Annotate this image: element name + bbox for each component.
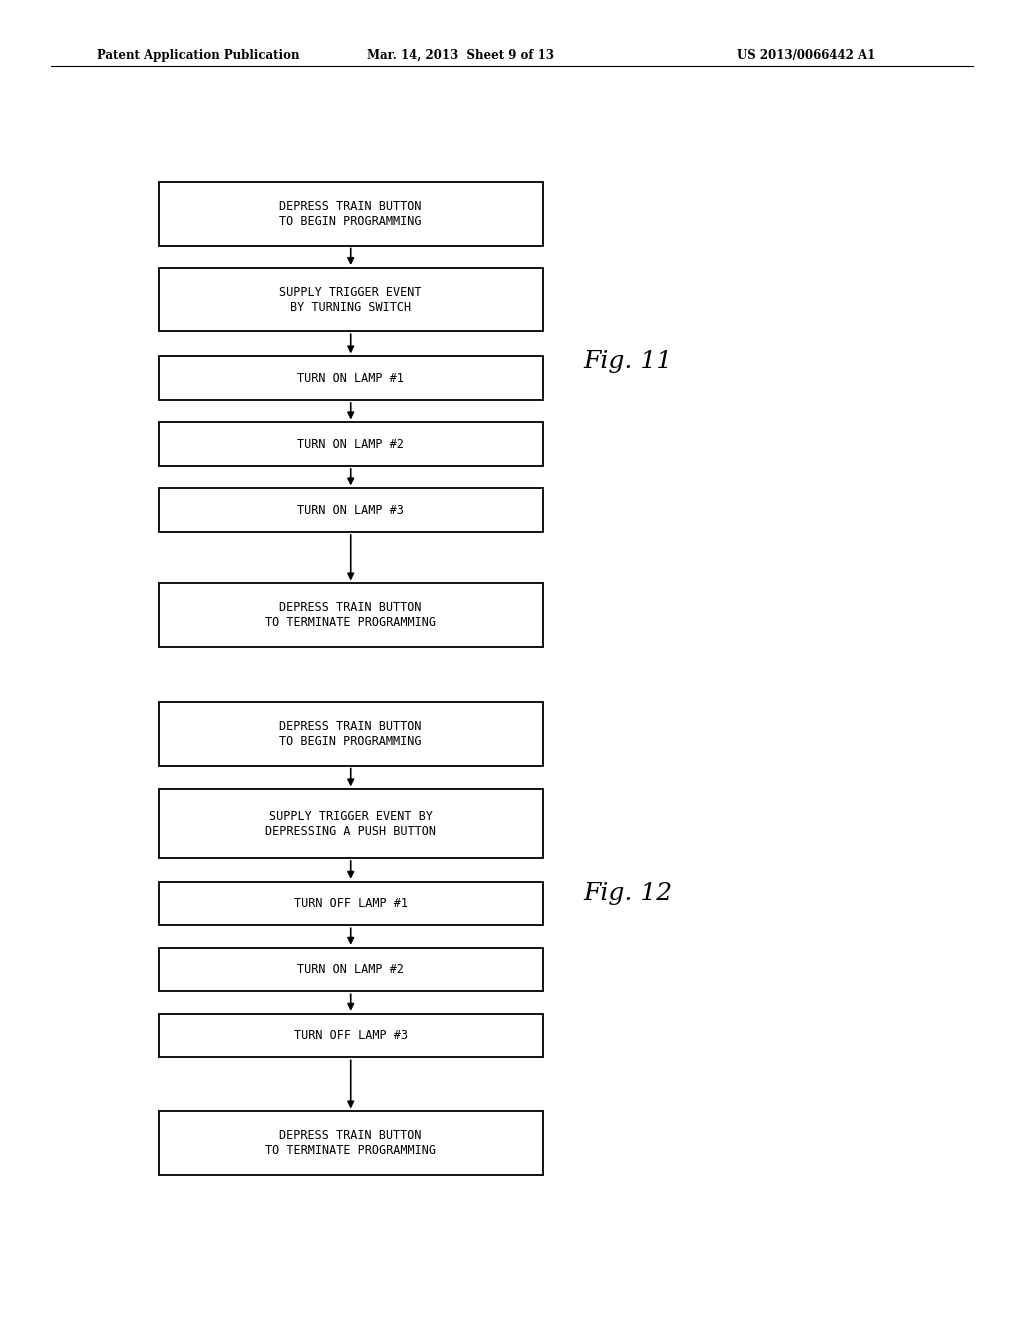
FancyBboxPatch shape <box>159 356 543 400</box>
Text: SUPPLY TRIGGER EVENT BY
DEPRESSING A PUSH BUTTON: SUPPLY TRIGGER EVENT BY DEPRESSING A PUS… <box>265 809 436 838</box>
Text: DEPRESS TRAIN BUTTON
TO BEGIN PROGRAMMING: DEPRESS TRAIN BUTTON TO BEGIN PROGRAMMIN… <box>280 719 422 748</box>
Text: TURN OFF LAMP #3: TURN OFF LAMP #3 <box>294 1030 408 1041</box>
FancyBboxPatch shape <box>159 948 543 991</box>
Text: Mar. 14, 2013  Sheet 9 of 13: Mar. 14, 2013 Sheet 9 of 13 <box>368 49 554 62</box>
Text: DEPRESS TRAIN BUTTON
TO TERMINATE PROGRAMMING: DEPRESS TRAIN BUTTON TO TERMINATE PROGRA… <box>265 1129 436 1158</box>
Text: TURN ON LAMP #2: TURN ON LAMP #2 <box>297 438 404 450</box>
Text: TURN ON LAMP #3: TURN ON LAMP #3 <box>297 504 404 516</box>
FancyBboxPatch shape <box>159 583 543 647</box>
FancyBboxPatch shape <box>159 789 543 858</box>
FancyBboxPatch shape <box>159 268 543 331</box>
FancyBboxPatch shape <box>159 882 543 925</box>
Text: SUPPLY TRIGGER EVENT
BY TURNING SWITCH: SUPPLY TRIGGER EVENT BY TURNING SWITCH <box>280 285 422 314</box>
Text: TURN ON LAMP #2: TURN ON LAMP #2 <box>297 964 404 975</box>
Text: Patent Application Publication: Patent Application Publication <box>97 49 300 62</box>
FancyBboxPatch shape <box>159 422 543 466</box>
FancyBboxPatch shape <box>159 488 543 532</box>
Text: TURN OFF LAMP #1: TURN OFF LAMP #1 <box>294 898 408 909</box>
FancyBboxPatch shape <box>159 702 543 766</box>
Text: Fig. 11: Fig. 11 <box>584 350 673 374</box>
Text: DEPRESS TRAIN BUTTON
TO TERMINATE PROGRAMMING: DEPRESS TRAIN BUTTON TO TERMINATE PROGRA… <box>265 601 436 630</box>
FancyBboxPatch shape <box>159 1111 543 1175</box>
FancyBboxPatch shape <box>159 182 543 246</box>
Text: US 2013/0066442 A1: US 2013/0066442 A1 <box>737 49 876 62</box>
Text: TURN ON LAMP #1: TURN ON LAMP #1 <box>297 372 404 384</box>
FancyBboxPatch shape <box>159 1014 543 1057</box>
Text: Fig. 12: Fig. 12 <box>584 882 673 906</box>
Text: DEPRESS TRAIN BUTTON
TO BEGIN PROGRAMMING: DEPRESS TRAIN BUTTON TO BEGIN PROGRAMMIN… <box>280 199 422 228</box>
